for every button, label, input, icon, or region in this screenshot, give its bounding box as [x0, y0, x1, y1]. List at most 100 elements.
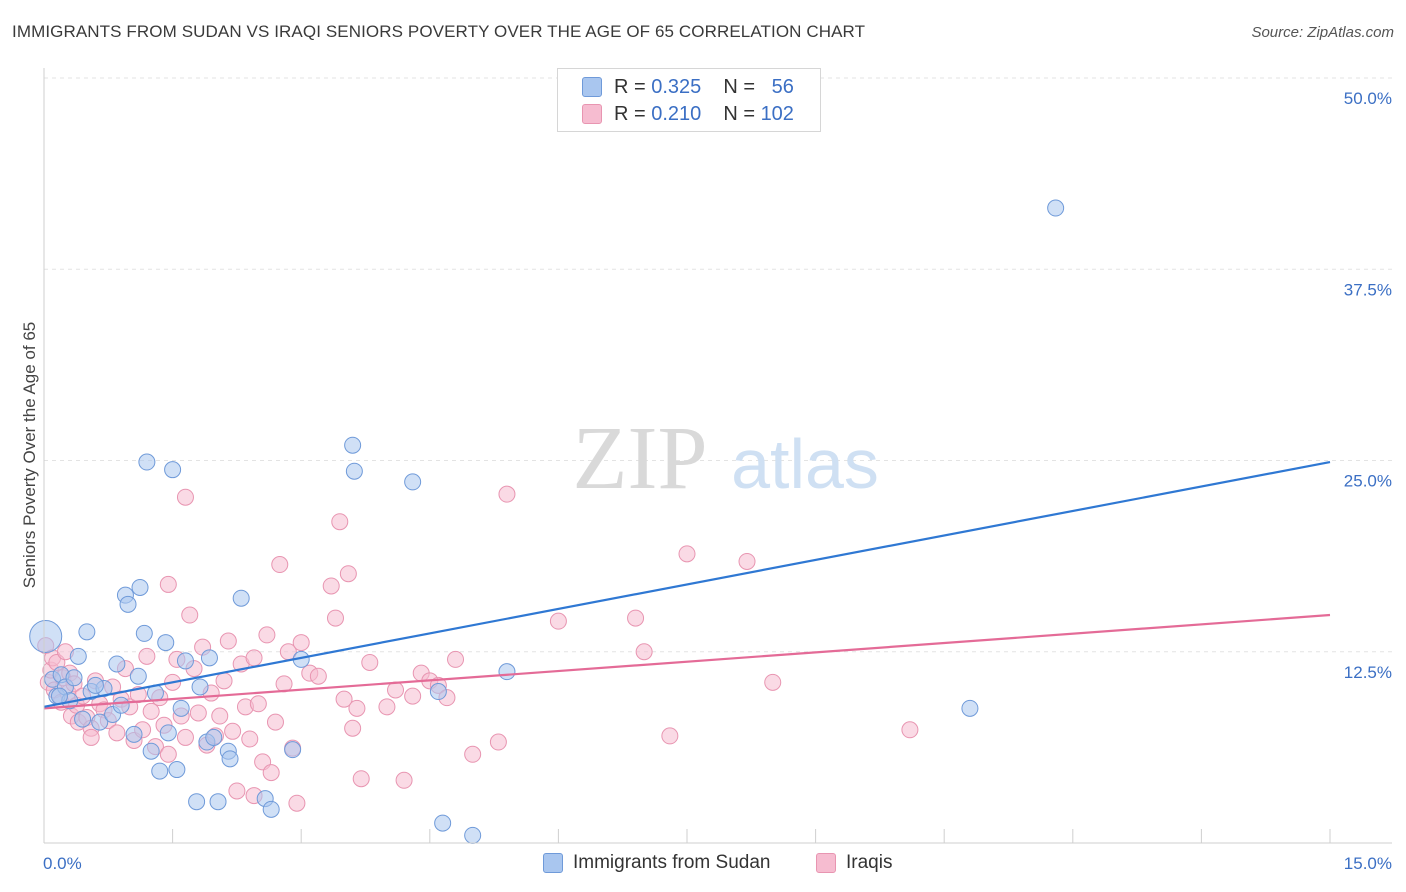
- sudan-point: [498, 663, 516, 681]
- sudan-point: [168, 761, 186, 779]
- legend-r-label: R =: [614, 102, 646, 125]
- sudan-point: [164, 461, 182, 479]
- legend-n-value: 56: [771, 75, 794, 98]
- iraqi-point: [189, 704, 207, 722]
- legend-r-value: 0.325: [651, 75, 702, 98]
- x-tick-label-min: 0.0%: [43, 854, 82, 873]
- iraqi-point: [159, 745, 177, 763]
- sudan-point: [74, 710, 92, 728]
- sudan-points: [29, 199, 1065, 844]
- iraqi-point: [215, 672, 233, 690]
- y-tick-label: 50.0%: [1344, 89, 1392, 108]
- sudan-point: [135, 624, 153, 642]
- bottom-legend-sudan: Immigrants from Sudan: [543, 852, 770, 874]
- sudan-point: [172, 699, 190, 717]
- watermark-atlas: atlas: [731, 425, 879, 503]
- sudan-point: [129, 667, 147, 685]
- iraqi-point: [331, 513, 349, 531]
- iraqi-point: [224, 722, 242, 740]
- iraqi-point: [378, 698, 396, 716]
- x-tick-label-max: 15.0%: [1344, 854, 1392, 873]
- iraqi-point: [498, 485, 516, 503]
- iraqi-point: [764, 673, 782, 691]
- legend-swatch-iraqi: [582, 104, 602, 124]
- sudan-point: [262, 800, 280, 818]
- sudan-point: [284, 741, 302, 759]
- y-tick-label: 12.5%: [1344, 663, 1392, 682]
- bottom-legend-iraqi: Iraqis: [816, 852, 892, 874]
- sudan-point: [1047, 199, 1065, 217]
- iraqi-point: [138, 647, 156, 665]
- sudan-point: [138, 453, 156, 471]
- sudan-point: [159, 724, 177, 742]
- iraqi-point: [489, 733, 507, 751]
- y-tick-label: 25.0%: [1344, 472, 1392, 491]
- sudan-point: [188, 793, 206, 811]
- legend-swatch-sudan: [582, 77, 602, 97]
- legend-n-value: 102: [760, 102, 794, 125]
- sudan-point: [131, 578, 149, 596]
- sudan-point: [125, 725, 143, 743]
- legend-n-label: N =: [723, 102, 755, 125]
- sudan-point: [86, 676, 104, 694]
- sudan-point: [112, 696, 130, 714]
- sudan-point: [78, 623, 96, 641]
- iraqi-point: [262, 764, 280, 782]
- iraqi-point: [241, 730, 259, 748]
- sudan-trend-line: [43, 460, 1331, 708]
- bottom-legend-label-iraqi: Iraqis: [846, 852, 893, 873]
- watermark-zip: ZIP: [573, 409, 708, 508]
- iraqi-point: [266, 713, 284, 731]
- iraqi-point: [661, 727, 679, 745]
- sudan-point: [961, 699, 979, 717]
- iraqi-point: [361, 653, 379, 671]
- iraqi-point: [549, 612, 567, 630]
- iraqi-point: [447, 650, 465, 668]
- iraqi-point: [176, 488, 194, 506]
- grid-layer: [44, 77, 1392, 653]
- sudan-point: [344, 436, 362, 454]
- sudan-point: [205, 728, 223, 746]
- iraqi-point: [678, 545, 696, 563]
- iraqi-point: [326, 609, 344, 627]
- bottom-legend-label-sudan: Immigrants from Sudan: [573, 852, 771, 873]
- sudan-point: [464, 826, 482, 844]
- chart-title: IMMIGRANTS FROM SUDAN VS IRAQI SENIORS P…: [12, 22, 866, 41]
- sudan-point: [176, 652, 194, 670]
- iraqi-point: [309, 667, 327, 685]
- iraqi-point: [288, 794, 306, 812]
- sudan-point: [200, 649, 218, 667]
- iraqi-point: [219, 632, 237, 650]
- sudan-point: [209, 793, 227, 811]
- iraqi-point: [348, 699, 366, 717]
- sudan-point: [404, 473, 422, 491]
- sudan-point: [142, 742, 160, 760]
- legend-row-sudan: R = 0.325 N = 56: [582, 74, 794, 100]
- iraqi-point: [142, 702, 160, 720]
- iraqi-point: [176, 728, 194, 746]
- sudan-point: [345, 462, 363, 480]
- iraqi-point: [108, 724, 126, 742]
- sudan-point: [108, 655, 126, 673]
- legend-r-label: R =: [614, 75, 646, 98]
- trend-lines: [43, 460, 1331, 710]
- watermark: ZIP atlas: [573, 409, 879, 508]
- iraqi-point: [352, 770, 370, 788]
- iraqi-point: [82, 728, 100, 746]
- sudan-point: [232, 589, 250, 607]
- iraqi-point: [159, 575, 177, 593]
- sudan-point: [191, 678, 209, 696]
- legend-n-label: N =: [723, 75, 755, 98]
- iraqi-point: [292, 634, 310, 652]
- sudan-point: [221, 750, 239, 768]
- bottom-legend-swatch-sudan: [543, 853, 563, 873]
- sudan-point: [119, 595, 137, 613]
- iraqi-point: [181, 606, 199, 624]
- iraqi-point: [404, 687, 422, 705]
- iraqi-trend-line: [43, 613, 1331, 710]
- iraqi-point: [901, 721, 919, 739]
- iraqi-point: [464, 745, 482, 763]
- iraqi-point: [738, 552, 756, 570]
- legend-r-value: 0.210: [651, 102, 702, 125]
